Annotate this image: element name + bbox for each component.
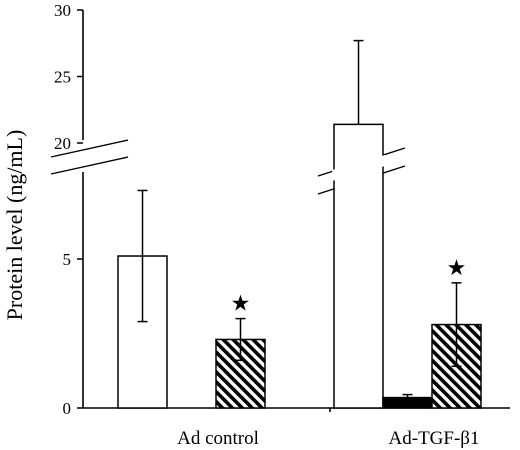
category-label-ad-tgf-b1: Ad-TGF-β1 <box>389 428 480 449</box>
bar <box>382 396 433 409</box>
bar <box>117 255 168 409</box>
significance-star: ★ <box>447 256 467 281</box>
bar-break-gap <box>332 155 385 181</box>
y-axis-title: Protein level (ng/mL) <box>2 130 27 321</box>
category-label-ad-control: Ad control <box>177 428 259 449</box>
significance-marks: ★★ <box>231 256 467 317</box>
error-bars <box>137 39 462 398</box>
y-tick-label: 30 <box>54 1 71 20</box>
bar <box>215 338 266 409</box>
y-tick-label: 0 <box>63 399 72 418</box>
significance-star: ★ <box>231 292 251 317</box>
y-tick-label: 5 <box>63 250 72 269</box>
axis-break-mark-2 <box>50 156 129 175</box>
bars <box>117 123 482 409</box>
y-tick-label: 20 <box>54 134 71 153</box>
y-ticks: 0 5 20 25 30 <box>54 1 83 418</box>
y-tick-label: 25 <box>54 68 71 87</box>
axis-break-mark-1 <box>50 139 129 158</box>
